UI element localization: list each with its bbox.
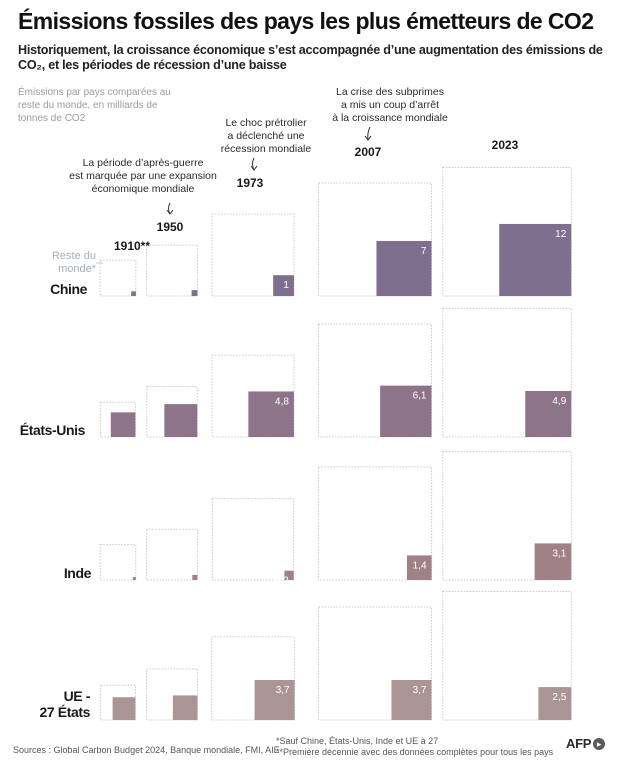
world-square-2-0 [99,543,137,581]
value-label-3-3: 3,7 [413,685,427,696]
country-square-1-3 [380,385,432,437]
value-label-0-3: 7 [421,246,427,257]
value-label-0-2: 1 [283,280,289,291]
country-square-0-2 [273,275,294,296]
country-square-1-2 [248,391,294,437]
year-label-1: 1950 [157,220,184,234]
subtitle: Historiquement, la croissance économique… [18,43,603,72]
annotation-arrowhead-0 [166,209,174,215]
value-label-2-2: 0,2 [275,576,289,587]
footnotes: *Sauf Chine, États-Unis, Inde et UE à 27… [276,736,553,758]
value-label-1-2: 4,8 [275,396,289,407]
value-label-1-4: 4,9 [552,396,566,407]
country-square-3-2 [254,679,295,720]
sources: Sources : Global Carbon Budget 2024, Ban… [13,745,280,755]
unit-note: Émissions par pays comparées au reste du… [18,87,171,124]
value-label-2-3: 1,4 [413,560,427,571]
country-square-3-0 [112,697,136,720]
value-label-1-3: 6,1 [413,391,427,402]
country-square-0-1 [191,290,198,296]
footnote-rest-of-world: *Sauf Chine, États-Unis, Inde et UE à 27 [276,736,439,746]
world-square-2-2 [211,498,295,581]
afp-logo: AFP ▸ [566,736,606,751]
world-square-3-1 [146,668,198,721]
country-square-1-4 [525,390,572,437]
page-title: Émissions fossiles des pays les plus éme… [18,8,594,34]
annotation-arrowhead-1 [250,165,258,171]
year-label-2: 1973 [237,176,264,190]
country-square-2-2 [284,570,294,580]
country-square-2-4 [534,543,572,580]
country-square-0-4 [499,223,572,296]
country-square-3-4 [538,687,572,720]
year-label-4: 2023 [492,138,519,152]
world-square-0-1 [146,244,198,297]
country-square-2-3 [406,555,432,580]
country-square-0-0 [131,291,136,296]
annotation-arrow-2 [367,126,371,141]
country-square-2-1 [192,574,198,580]
annotation-text-1: Le choc prétrolier a déclenché une récessi… [221,117,312,155]
afp-logo-text: AFP [566,736,592,751]
annotation-text-2: La crise des subprimes a mis un coup d’ar… [332,86,448,124]
value-label-2-4: 3,1 [552,548,566,559]
value-label-0-4: 12 [555,229,567,240]
country-square-2-0 [132,577,136,580]
row-label-2: Inde [64,565,92,581]
country-square-3-3 [391,679,432,720]
row-label-0: Chine [50,281,88,297]
country-square-1-1 [164,404,198,437]
afp-logo-icon: ▸ [593,737,606,750]
row-label-3: UE -27 États [40,688,91,720]
row-label-1: États-Unis [20,422,86,438]
year-label-0: 1910** [114,239,150,253]
rest-of-world-label: Reste du monde* [52,250,97,275]
country-square-1-0 [110,412,136,437]
annotation-arrowhead-2 [364,135,372,141]
year-label-3: 2007 [355,145,382,159]
country-square-3-1 [172,695,198,720]
value-label-3-2: 3,7 [276,685,290,696]
value-label-3-4: 2,5 [552,692,566,703]
world-square-2-1 [146,528,198,581]
country-square-0-3 [376,240,432,296]
footnote-first-decade: **Première décennie avec des données com… [276,747,554,757]
annotation-text-0: La période d’après-guerre est marquée par… [69,157,217,195]
world-square-0-0 [99,259,137,297]
